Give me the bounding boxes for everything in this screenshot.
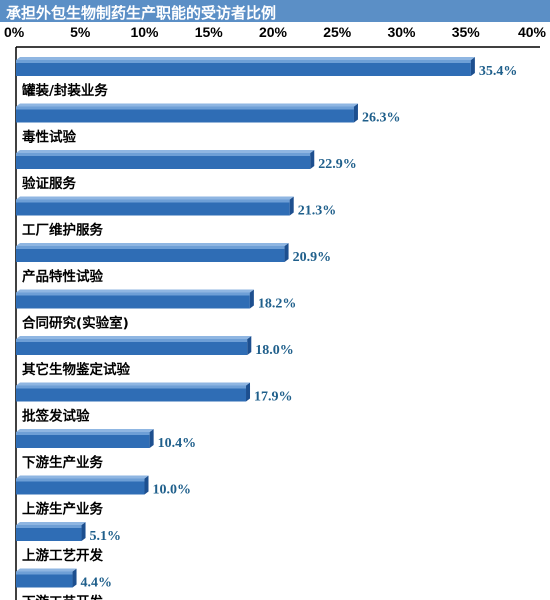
x-tick-label: 30% bbox=[387, 24, 416, 40]
x-tick-label: 15% bbox=[195, 24, 224, 40]
bar-highlight bbox=[16, 339, 248, 342]
x-tick-label: 0% bbox=[4, 24, 25, 40]
bar-highlight bbox=[16, 60, 471, 63]
bar bbox=[16, 339, 248, 355]
value-label: 22.9% bbox=[318, 157, 357, 172]
value-label: 10.0% bbox=[153, 483, 192, 498]
bar-top bbox=[16, 475, 149, 479]
bar bbox=[16, 571, 73, 588]
x-tick-label: 40% bbox=[518, 24, 547, 40]
bar-chart: 0% 5% 10% 15% 20% 25% 30% 35% 40% 35.4% 罐装/封装业务 26.… bbox=[4, 24, 547, 600]
bar-side bbox=[247, 336, 252, 355]
bar-side bbox=[310, 150, 315, 169]
category-label: 验证服务 bbox=[22, 175, 76, 192]
category-label: 下游生产业务 bbox=[22, 454, 103, 471]
bar-top bbox=[16, 103, 358, 107]
value-label: 26.3% bbox=[362, 111, 401, 126]
bar bbox=[16, 199, 290, 216]
bar-side bbox=[249, 289, 254, 309]
bar-highlight bbox=[16, 153, 311, 156]
bar-highlight bbox=[16, 106, 354, 110]
value-label: 17.9% bbox=[254, 390, 293, 405]
bar-top bbox=[16, 522, 86, 525]
bar-top bbox=[16, 289, 254, 293]
value-label: 20.9% bbox=[293, 250, 332, 265]
bar bbox=[16, 385, 247, 402]
value-label: 18.0% bbox=[255, 343, 293, 358]
bar-side bbox=[289, 196, 294, 216]
chart-title: 承担外包生物制药生产职能的受访者比例 bbox=[6, 4, 277, 22]
category-label: 工厂维护服务 bbox=[22, 222, 103, 239]
category-label: 合同研究(实验室) bbox=[22, 315, 129, 332]
x-tick-label: 35% bbox=[452, 24, 481, 40]
value-label: 21.3% bbox=[298, 204, 337, 219]
category-label: 下游工艺开发 bbox=[22, 594, 103, 600]
bar-top bbox=[16, 243, 289, 246]
chart-area: 0% 5% 10% 15% 20% 25% 30% 35% 40% 35.4% 罐装/封装业务 26.… bbox=[0, 22, 550, 600]
bar-highlight bbox=[16, 385, 247, 389]
bar bbox=[16, 60, 471, 76]
bar-highlight bbox=[16, 199, 290, 203]
bar bbox=[16, 525, 82, 541]
category-label: 批签发试验 bbox=[22, 408, 90, 425]
bar-side bbox=[149, 429, 154, 448]
bar-top bbox=[16, 382, 251, 386]
bar-highlight bbox=[16, 478, 145, 482]
bar-highlight bbox=[16, 292, 250, 296]
bar-top bbox=[16, 568, 77, 572]
bar-top bbox=[16, 336, 252, 339]
bar-side bbox=[144, 475, 149, 495]
bar-side bbox=[470, 57, 475, 76]
category-label: 上游工艺开发 bbox=[22, 547, 103, 564]
category-label: 上游生产业务 bbox=[22, 501, 103, 518]
x-tick-label: 25% bbox=[323, 24, 352, 40]
bar-highlight bbox=[16, 571, 73, 575]
bar-highlight bbox=[16, 432, 150, 435]
bar-highlight bbox=[16, 246, 285, 249]
category-label: 毒性试验 bbox=[22, 129, 76, 146]
bar bbox=[16, 478, 145, 495]
x-tick-label: 10% bbox=[130, 24, 159, 40]
x-tick-label: 5% bbox=[70, 24, 91, 40]
bar-top bbox=[16, 57, 475, 60]
bar-top bbox=[16, 196, 294, 200]
bar-side bbox=[284, 243, 289, 262]
bar-highlight bbox=[16, 525, 82, 528]
bar-side bbox=[81, 522, 86, 541]
x-tick-label: 20% bbox=[259, 24, 288, 40]
value-label: 5.1% bbox=[90, 529, 122, 544]
bar-side bbox=[72, 568, 77, 588]
bar bbox=[16, 432, 150, 448]
value-label: 10.4% bbox=[158, 436, 197, 451]
title-bar: 承担外包生物制药生产职能的受访者比例 bbox=[0, 0, 550, 22]
category-label: 产品特性试验 bbox=[22, 268, 103, 285]
bar bbox=[16, 292, 250, 309]
category-label: 其它生物鉴定试验 bbox=[22, 361, 130, 378]
bar bbox=[16, 153, 311, 169]
bar-side bbox=[353, 103, 358, 123]
value-label: 18.2% bbox=[258, 297, 297, 312]
bar bbox=[16, 246, 285, 262]
value-label: 35.4% bbox=[479, 64, 518, 79]
value-label: 4.4% bbox=[81, 576, 113, 591]
bar bbox=[16, 106, 354, 123]
bar-top bbox=[16, 429, 154, 432]
bar-side bbox=[246, 382, 251, 402]
bar-top bbox=[16, 150, 315, 153]
category-label: 罐装/封装业务 bbox=[21, 82, 108, 99]
